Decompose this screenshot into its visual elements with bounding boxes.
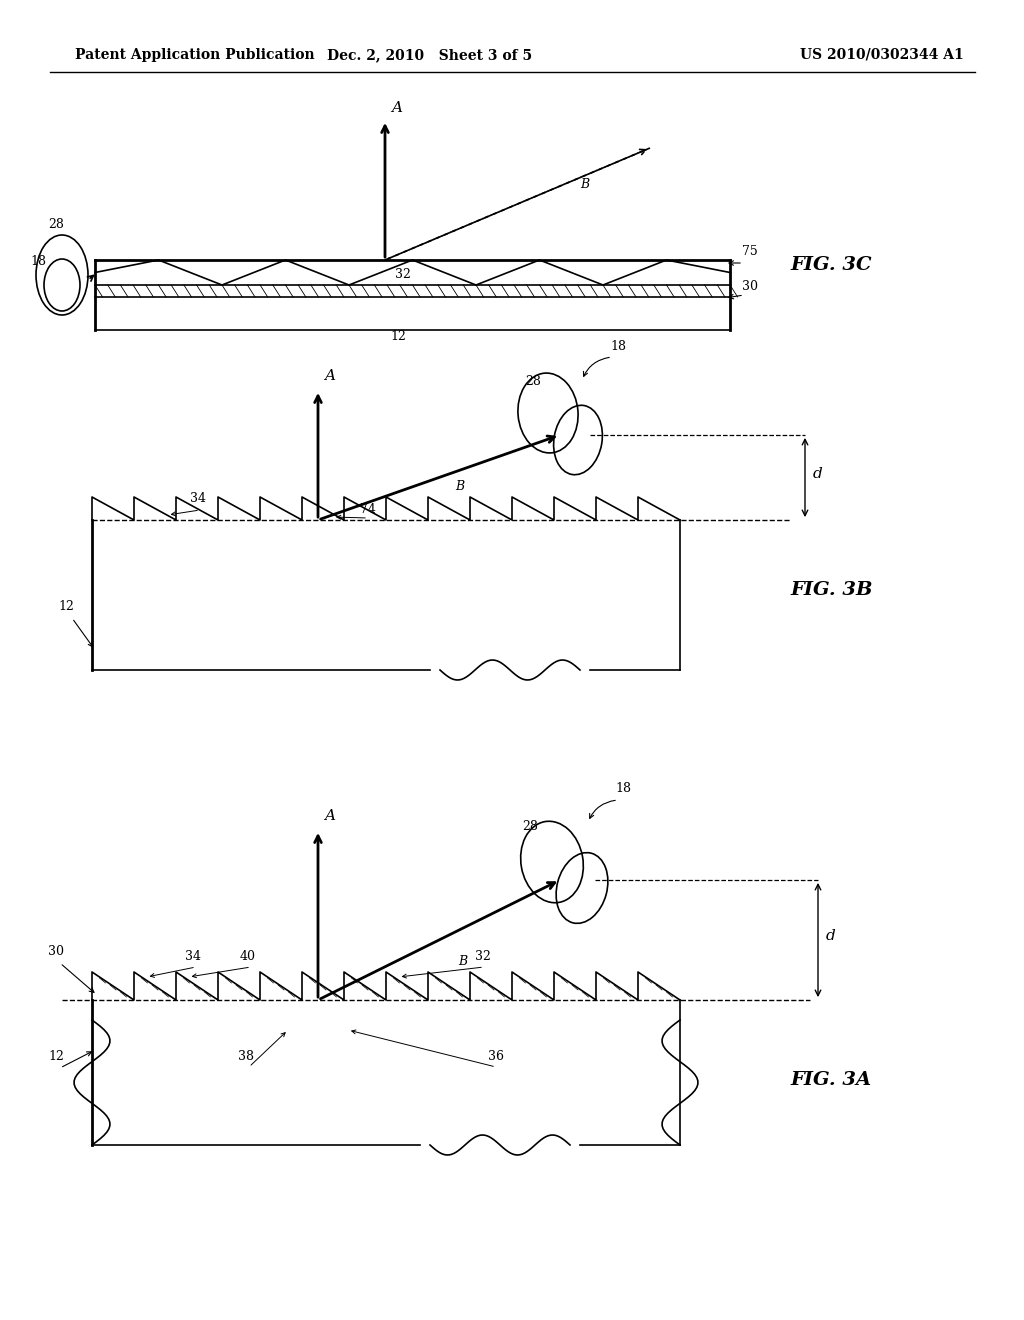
Text: B: B	[580, 178, 589, 191]
Text: 34: 34	[185, 950, 201, 964]
Text: d: d	[813, 466, 822, 480]
Text: 32: 32	[395, 268, 411, 281]
Text: 74: 74	[360, 503, 376, 516]
Text: 12: 12	[390, 330, 406, 343]
Text: US 2010/0302344 A1: US 2010/0302344 A1	[800, 48, 964, 62]
Text: 18: 18	[30, 255, 46, 268]
Text: 30: 30	[742, 280, 758, 293]
Text: 28: 28	[522, 820, 538, 833]
Text: B: B	[455, 480, 464, 492]
Text: 75: 75	[742, 246, 758, 257]
Text: Dec. 2, 2010   Sheet 3 of 5: Dec. 2, 2010 Sheet 3 of 5	[328, 48, 532, 62]
Text: 18: 18	[615, 781, 631, 795]
Text: B: B	[458, 954, 467, 968]
Text: Patent Application Publication: Patent Application Publication	[75, 48, 314, 62]
Text: A: A	[324, 370, 335, 383]
Text: 30: 30	[48, 945, 63, 958]
Text: 36: 36	[488, 1049, 504, 1063]
Text: A: A	[324, 809, 335, 822]
Text: d: d	[826, 929, 836, 942]
Text: 28: 28	[48, 218, 63, 231]
Text: 12: 12	[58, 601, 74, 612]
Text: 40: 40	[240, 950, 256, 964]
Text: FIG. 3C: FIG. 3C	[790, 256, 871, 275]
Text: 32: 32	[475, 950, 490, 964]
Text: 28: 28	[525, 375, 541, 388]
Text: 12: 12	[48, 1049, 63, 1063]
Text: 38: 38	[238, 1049, 254, 1063]
Text: A: A	[391, 102, 402, 115]
Text: FIG. 3B: FIG. 3B	[790, 581, 872, 599]
Text: FIG. 3A: FIG. 3A	[790, 1071, 871, 1089]
Text: 18: 18	[610, 341, 626, 352]
Text: 34: 34	[190, 492, 206, 506]
